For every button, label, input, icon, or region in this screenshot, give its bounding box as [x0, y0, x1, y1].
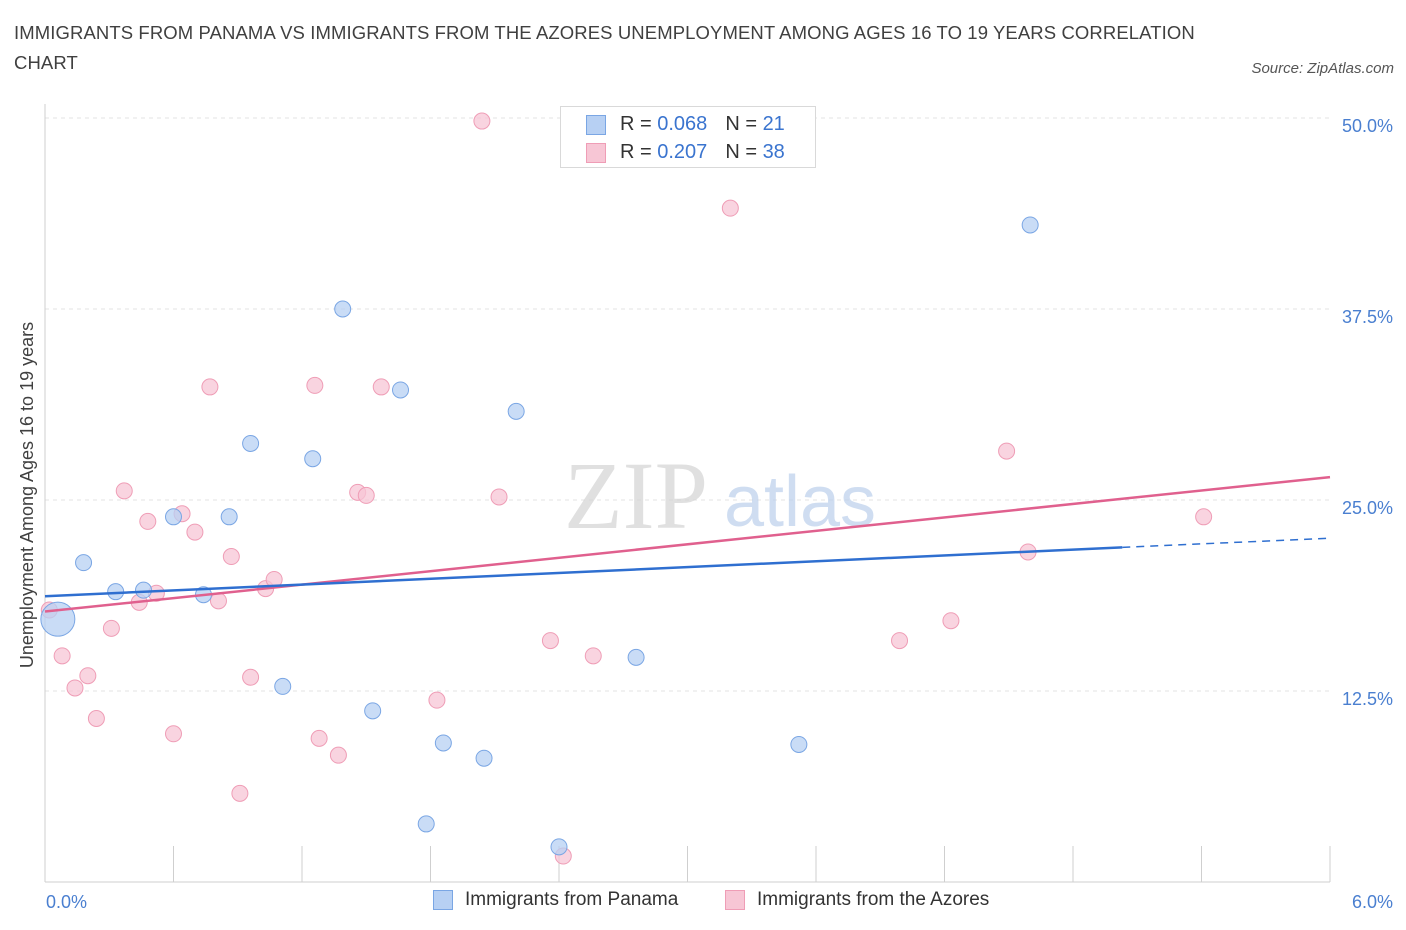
azores-point	[1195, 508, 1213, 526]
legend-n-value-panama: 21	[762, 113, 785, 135]
panama-point	[1021, 216, 1039, 234]
azores-legend-swatch	[725, 889, 745, 910]
panama-point	[165, 508, 182, 526]
panama-point	[550, 838, 568, 856]
y-tick-label: 12.5%	[1342, 689, 1393, 709]
legend-r-label: R =	[620, 113, 658, 135]
panama-point	[434, 734, 452, 752]
legend-item-azores[interactable]: Immigrants from the Azores	[725, 889, 989, 911]
panama-point	[334, 300, 352, 318]
azores-point	[541, 632, 559, 650]
legend-n-value-azores: 38	[762, 141, 785, 163]
panama-trend-extension	[1122, 537, 1331, 549]
panama-legend-swatch	[433, 889, 453, 910]
azores-point	[891, 632, 909, 650]
azores-point	[53, 647, 71, 665]
x-tick-label: 6.0%	[1352, 892, 1393, 912]
panama-point	[135, 581, 153, 599]
azores-point	[115, 482, 133, 500]
panama-point	[364, 702, 382, 720]
panama-point	[304, 450, 322, 468]
legend-r-value-azores: 0.207	[657, 141, 708, 163]
panama-point	[274, 677, 292, 695]
azores-point	[222, 548, 240, 566]
azores-point	[209, 592, 227, 610]
legend-label-panama: Immigrants from Panama	[465, 889, 679, 910]
legend-label-azores: Immigrants from the Azores	[757, 889, 990, 910]
correlation-legend: R = 0.068 N = 21 R = 0.207 N = 38	[560, 106, 816, 168]
azores-point	[201, 378, 219, 396]
azores-point	[721, 199, 739, 217]
y-tick-label: 50.0%	[1342, 116, 1393, 136]
watermark-atlas: atlas	[724, 462, 876, 542]
legend-item-panama[interactable]: Immigrants from Panama	[433, 889, 678, 911]
legend-row-panama: R = 0.068 N = 21	[586, 113, 785, 137]
panama-point	[627, 648, 645, 666]
azores-point	[102, 619, 120, 637]
legend-r-label: R =	[620, 141, 658, 163]
azores-point	[584, 647, 602, 665]
azores-point	[329, 746, 347, 764]
panama-swatch	[586, 114, 606, 135]
azores-point	[186, 523, 204, 541]
watermark: ZIP atlas	[564, 442, 876, 549]
legend-row-azores: R = 0.207 N = 38	[586, 141, 785, 165]
x-tick-label: 0.0%	[46, 892, 87, 912]
azores-point	[165, 725, 182, 743]
azores-point	[372, 378, 390, 396]
series-azores	[40, 112, 1213, 865]
panama-point	[40, 601, 76, 637]
chart-title: IMMIGRANTS FROM PANAMA VS IMMIGRANTS FRO…	[14, 22, 1195, 73]
grid-lines	[45, 117, 1330, 692]
tick-labels: 12.5% 25.0% 37.5% 50.0% 0.0% 6.0%	[46, 116, 1393, 912]
watermark-zip: ZIP	[564, 442, 708, 549]
azores-point	[242, 668, 260, 686]
azores-point	[490, 488, 508, 506]
y-tick-label: 25.0%	[1342, 498, 1393, 518]
azores-point	[306, 376, 324, 394]
legend-n-label: N =	[725, 113, 763, 135]
y-tick-label: 37.5%	[1342, 307, 1393, 327]
series-panama	[40, 216, 1039, 856]
azores-trend-line	[44, 475, 1331, 613]
azores-point	[310, 729, 328, 747]
panama-point	[507, 402, 525, 420]
legend-r-value-panama: 0.068	[657, 113, 708, 135]
trend-lines	[44, 475, 1331, 613]
azores-swatch	[586, 142, 606, 163]
chart-source: Source: ZipAtlas.com	[1251, 60, 1394, 77]
azores-point	[79, 667, 97, 685]
azores-point	[942, 612, 960, 630]
azores-point	[66, 679, 84, 697]
series-legend: Immigrants from Panama Immigrants from t…	[0, 889, 1406, 917]
azores-point	[357, 486, 375, 504]
panama-point	[242, 434, 260, 452]
legend-n-label: N =	[725, 141, 763, 163]
panama-point	[75, 554, 93, 572]
panama-point	[220, 508, 238, 526]
azores-point	[428, 691, 446, 709]
panama-point	[790, 735, 808, 753]
azores-point	[87, 710, 105, 728]
panama-point	[417, 815, 435, 833]
azores-point	[231, 784, 249, 802]
azores-point	[998, 442, 1016, 460]
panama-point	[392, 381, 410, 399]
y-axis-label: Unemployment Among Ages 16 to 19 years	[17, 322, 37, 668]
azores-point	[139, 512, 157, 530]
panama-trend-line	[44, 546, 1123, 598]
azores-point	[473, 112, 491, 130]
panama-point	[475, 749, 493, 767]
